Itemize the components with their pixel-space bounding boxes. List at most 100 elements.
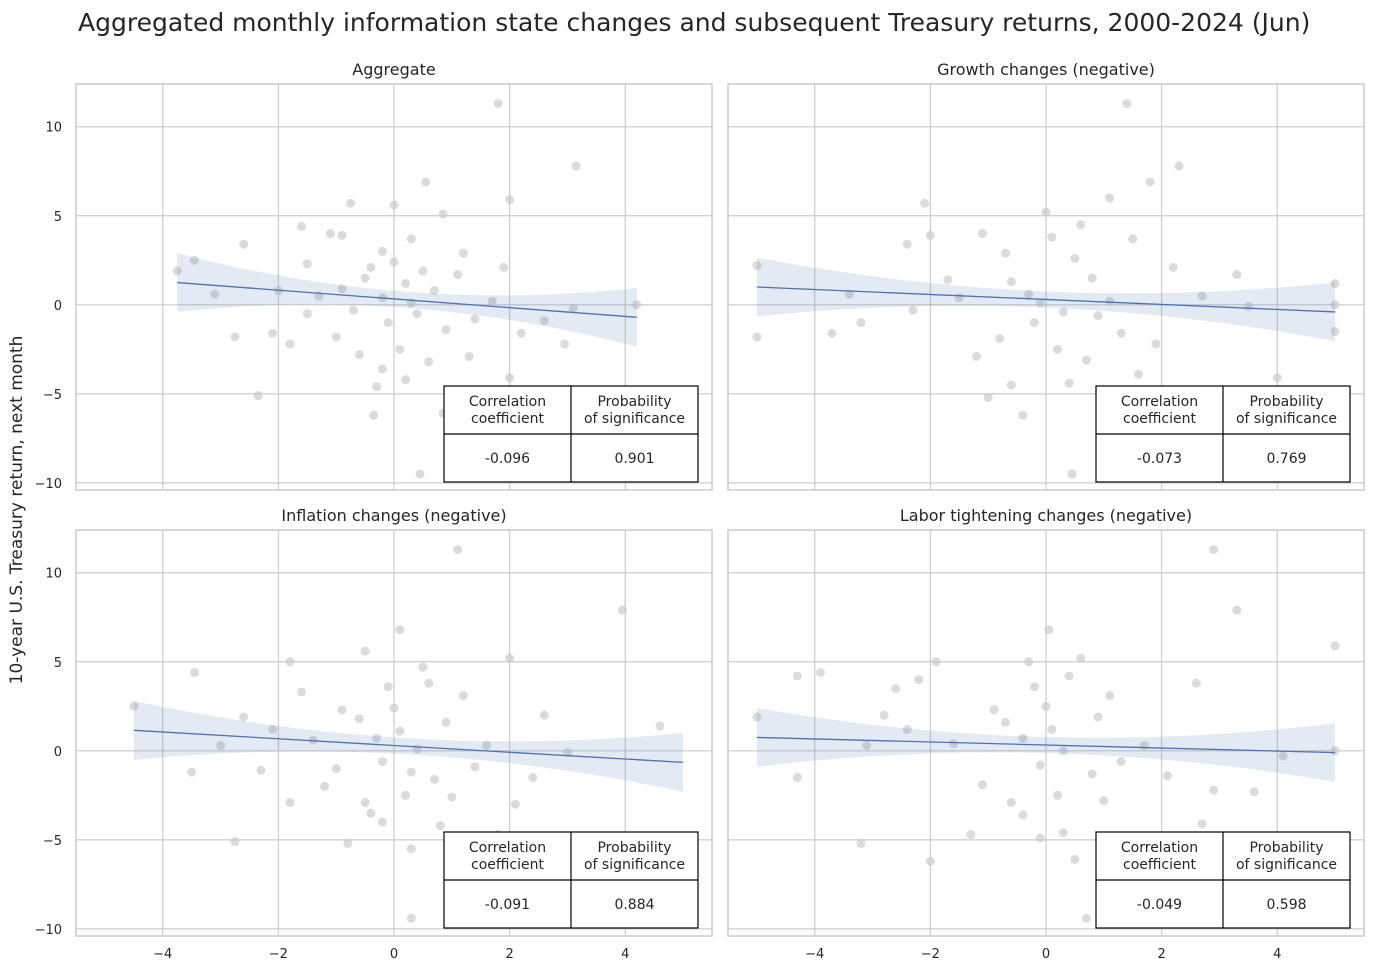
scatter-point	[1197, 291, 1207, 301]
scatter-point	[429, 286, 439, 296]
scatter-point	[1058, 746, 1068, 756]
regression-line	[756, 736, 1336, 754]
panel-1: Growth changes (negative) Correlationcoef…	[727, 60, 1365, 491]
scatter-point	[441, 717, 451, 727]
scatter-point	[1035, 760, 1045, 770]
regression-line	[177, 281, 637, 318]
scatter-point	[438, 209, 448, 219]
scatter-point	[1105, 296, 1115, 306]
scatter-point	[337, 230, 347, 240]
scatter-point	[331, 764, 341, 774]
x-tick-label: −2	[269, 947, 288, 962]
scatter-point	[1047, 232, 1057, 242]
panel-3: −4 −2 0 2 4 Labor tightening changes (negativ…	[727, 506, 1365, 962]
scatter-point	[1099, 796, 1109, 806]
scatter-point	[320, 781, 330, 791]
scatter-point	[424, 357, 434, 367]
y-tick-label: 10	[45, 567, 62, 582]
scatter-point	[972, 351, 982, 361]
scatter-point	[401, 375, 411, 385]
scatter-point	[349, 305, 359, 315]
scatter-point	[1278, 751, 1288, 761]
x-tick-label: 0	[1042, 947, 1050, 962]
scatter-point	[1070, 254, 1080, 264]
scatter-point	[268, 328, 278, 338]
table-header: Correlation	[1121, 840, 1198, 856]
scatter-point	[1029, 318, 1039, 328]
scatter-point	[369, 410, 379, 420]
correlation-value: -0.073	[1137, 451, 1182, 467]
scatter-point	[458, 248, 468, 258]
scatter-point	[366, 808, 376, 818]
scatter-point	[1093, 310, 1103, 320]
scatter-point	[389, 257, 399, 267]
scatter-point	[1272, 373, 1282, 383]
scatter-point	[1076, 220, 1086, 230]
scatter-point	[989, 705, 999, 715]
scatter-point	[617, 605, 627, 615]
scatter-point	[415, 469, 425, 479]
y-tick-label: −10	[35, 923, 62, 938]
table-header: coefficient	[1123, 857, 1196, 873]
scatter-point	[1035, 298, 1045, 308]
scatter-point	[360, 797, 370, 807]
scatter-point	[418, 662, 428, 672]
scatter-point	[505, 653, 515, 663]
scatter-point	[1105, 193, 1115, 203]
scatter-point	[1134, 369, 1144, 379]
scatter-point	[296, 221, 306, 231]
scatter-point	[995, 334, 1005, 344]
scatter-point	[560, 339, 570, 349]
scatter-point	[1116, 756, 1126, 766]
scatter-point	[1330, 641, 1340, 651]
scatter-point	[908, 305, 918, 315]
scatter-point	[1029, 682, 1039, 692]
scatter-point	[360, 273, 370, 283]
scatter-point	[827, 328, 837, 338]
panel-2: −4 −2 0 2 4 −10 −5 0 5 10 Inflation changes (negat…	[35, 506, 713, 962]
scatter-point	[1058, 828, 1068, 838]
scatter-point	[516, 328, 526, 338]
scatter-point	[239, 239, 249, 249]
scatter-point	[1209, 545, 1219, 555]
scatter-point	[1067, 469, 1077, 479]
table-header: of significance	[1236, 857, 1337, 873]
scatter-point	[792, 671, 802, 681]
scatter-point	[1197, 819, 1207, 829]
scatter-point	[1249, 787, 1259, 797]
scatter-point	[395, 625, 405, 635]
scatter-point	[1330, 278, 1340, 288]
scatter-point	[752, 712, 762, 722]
x-tick-label: 2	[505, 947, 513, 962]
scatter-point	[1105, 691, 1115, 701]
y-tick-label: 0	[54, 745, 62, 760]
scatter-point	[354, 714, 364, 724]
scatter-point	[1070, 854, 1080, 864]
scatter-point	[879, 710, 889, 720]
scatter-point	[493, 99, 503, 109]
table-header: Probability	[597, 840, 671, 856]
scatter-point	[1001, 248, 1011, 258]
scatter-point	[856, 838, 866, 848]
scatter-point	[943, 275, 953, 285]
y-tick-label: 10	[45, 121, 62, 136]
scatter-point	[1232, 270, 1242, 280]
scatter-point	[377, 246, 387, 256]
scatter-point	[1145, 177, 1155, 187]
scatter-point	[1330, 300, 1340, 310]
scatter-point	[1044, 625, 1054, 635]
scatter-point	[539, 710, 549, 720]
panel-title: Labor tightening changes (negative)	[900, 506, 1192, 525]
scatter-point	[172, 266, 182, 276]
scatter-point	[983, 392, 993, 402]
y-tick-label: −10	[35, 477, 62, 492]
scatter-point	[190, 255, 200, 265]
scatter-point	[421, 177, 431, 187]
scatter-point	[418, 266, 428, 276]
scatter-point	[389, 200, 399, 210]
table-header: Correlation	[469, 840, 546, 856]
scatter-point	[331, 332, 341, 342]
